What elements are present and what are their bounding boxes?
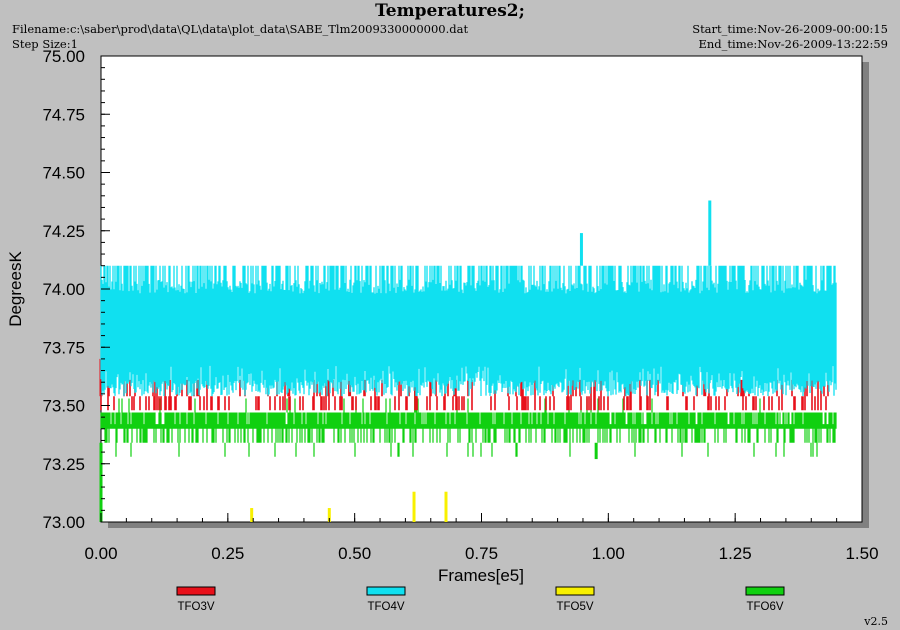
- series-tfo4v-trace: [100, 265, 837, 397]
- version-label: v2.5: [864, 615, 888, 628]
- x-tick-label: 0.50: [338, 544, 371, 563]
- chart-title: Temperatures2;: [375, 1, 525, 21]
- x-tick-label: 1.00: [592, 544, 625, 563]
- y-tick-label: 74.00: [42, 280, 85, 299]
- series-tfo6v-trace: [100, 398, 837, 457]
- y-tick-label: 74.75: [42, 105, 85, 124]
- legend: TFO3V TFO4V TFO5V TFO6V: [176, 586, 785, 613]
- legend-item-tfo5v: TFO5V: [555, 586, 595, 613]
- x-tick-label: 0.25: [211, 544, 244, 563]
- x-axis-title: Frames[e5]: [438, 566, 524, 585]
- start-time-label: Start_time:Nov-26-2009-00:00:15: [692, 22, 888, 36]
- y-tick-label: 73.25: [42, 455, 85, 474]
- y-axis-title: DegreesK: [6, 251, 25, 327]
- y-tick-label: 74.25: [42, 222, 85, 241]
- legend-item-tfo6v: TFO6V: [745, 586, 785, 613]
- legend-item-tfo4v: TFO4V: [366, 586, 406, 613]
- x-tick-label: 0.00: [84, 544, 117, 563]
- legend-swatch: [176, 586, 216, 596]
- x-tick-label: 0.75: [465, 544, 498, 563]
- legend-swatch: [745, 586, 785, 596]
- series-layer: [99, 200, 837, 522]
- legend-label: TFO4V: [367, 601, 404, 613]
- y-tick-label: 73.75: [42, 338, 85, 357]
- legend-label: TFO3V: [177, 601, 214, 613]
- legend-swatch: [555, 586, 595, 596]
- y-tick-label: 75.00: [42, 47, 85, 66]
- legend-label: TFO5V: [556, 601, 593, 613]
- y-tick-label: 73.00: [42, 513, 85, 532]
- series-tfo5v: [250, 491, 448, 522]
- x-tick-label: 1.50: [845, 544, 878, 563]
- legend-label: TFO6V: [746, 601, 783, 613]
- x-tick-label: 1.25: [719, 544, 752, 563]
- step-size-label: Step Size:1: [12, 37, 78, 51]
- axes: 73.00 73.25 73.50 73.75 74.00 74.25 74.50 74.75…: [42, 47, 878, 563]
- legend-swatch: [366, 586, 406, 596]
- series-tfo4v: [100, 200, 837, 397]
- y-tick-label: 73.50: [42, 397, 85, 416]
- y-tick-label: 74.50: [42, 164, 85, 183]
- legend-item-tfo3v: TFO3V: [176, 586, 216, 613]
- filename-label: Filename:c:\saber\prod\data\QL\data\plot…: [12, 22, 469, 36]
- end-time-label: End_time:Nov-26-2009-13:22:59: [698, 37, 889, 51]
